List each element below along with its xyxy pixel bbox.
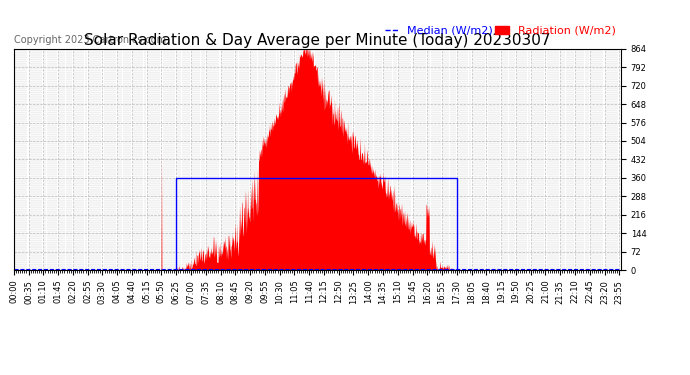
Legend: Median (W/m2), Radiation (W/m2): Median (W/m2), Radiation (W/m2) bbox=[385, 26, 615, 36]
Title: Solar Radiation & Day Average per Minute (Today) 20230307: Solar Radiation & Day Average per Minute… bbox=[84, 33, 551, 48]
Text: Copyright 2023 Cartronics.com: Copyright 2023 Cartronics.com bbox=[14, 36, 166, 45]
Bar bbox=[176, 178, 457, 270]
